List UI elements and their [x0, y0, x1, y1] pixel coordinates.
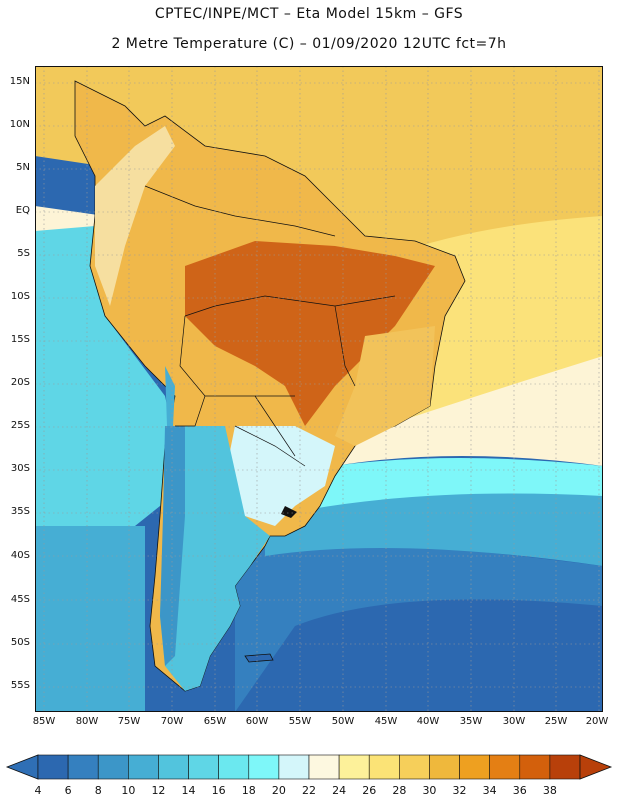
lake-titicaca [281, 506, 297, 518]
lon-label: 30W [502, 716, 526, 727]
lon-label: 55W [288, 716, 312, 727]
lon-label: 75W [117, 716, 141, 727]
lat-label: EQ [15, 205, 30, 216]
land-brazil-east [335, 326, 435, 446]
colorbar-cell [519, 754, 551, 780]
lon-label: 50W [331, 716, 355, 727]
land-andes-cold-spine [165, 366, 175, 426]
land-patagonia [160, 426, 270, 691]
lon-label: 25W [544, 716, 568, 727]
lat-label: 40S [10, 550, 30, 561]
colorbar-label: 34 [482, 784, 497, 797]
colorbar-label: 22 [302, 784, 316, 797]
colorbar-cell [459, 754, 490, 780]
colorbar-cell [489, 754, 521, 780]
map-subtitle: 2 Metre Temperature (C) – 01/09/2020 12U… [111, 36, 507, 52]
colorbar-label: 16 [211, 784, 226, 797]
colorbar-high-arrow [579, 754, 613, 780]
country-borders [144, 185, 396, 467]
colorbar-label: 28 [392, 784, 407, 797]
colorbar-cell [128, 754, 159, 780]
falkland-islands [244, 653, 274, 663]
colorbar-label: 26 [362, 784, 377, 797]
map-title: CPTEC/INPE/MCT – Eta Model 15km – GFS [154, 6, 464, 22]
land-andes-north [95, 126, 175, 306]
lat-label: 35S [10, 506, 30, 517]
ocean-north-atlantic-warm [35, 66, 603, 266]
lon-label: 35W [459, 716, 483, 727]
colorbar-cell [549, 754, 581, 780]
colorbar-label: 30 [422, 784, 437, 797]
lat-label: 50S [10, 637, 30, 648]
colorbar-cell [218, 754, 250, 780]
colorbar-label: 6 [64, 784, 72, 797]
colorbar-cell [308, 754, 340, 780]
lat-label: 15N [9, 76, 30, 87]
colorbar-label: 10 [121, 784, 136, 797]
map-canvas[interactable] [35, 66, 603, 712]
colorbar-label: 32 [452, 784, 467, 797]
colorbar-label: 18 [241, 784, 256, 797]
colorbar-label: 20 [271, 784, 286, 797]
lat-label: 45S [10, 594, 30, 605]
lon-label: 45W [374, 716, 398, 727]
colorbar-cell [248, 754, 280, 780]
lat-label: 5S [17, 248, 30, 259]
lat-label: 10S [10, 291, 30, 302]
lat-label: 30S [10, 463, 30, 474]
lon-label: 80W [75, 716, 99, 727]
colorbar-cell [188, 754, 219, 780]
colorbar-low-arrow [5, 754, 39, 780]
colorbar-label: 24 [332, 784, 347, 797]
colorbar-cell [37, 754, 69, 780]
lon-label: 20W [585, 716, 609, 727]
lon-label: 65W [203, 716, 227, 727]
lon-label: 40W [416, 716, 440, 727]
lon-label: 60W [245, 716, 269, 727]
ocean-pacific-mid [35, 526, 145, 712]
colorbar-cell [158, 754, 189, 780]
lon-label: 85W [32, 716, 56, 727]
colorbar-cell [278, 754, 310, 780]
lat-label: 20S [10, 377, 30, 388]
colorbar-cell [338, 754, 370, 780]
colorbar-cell [67, 754, 99, 780]
ocean-pacific-north [35, 216, 185, 526]
lat-label: 5N [16, 162, 30, 173]
colorbar [5, 754, 613, 780]
land-andes-south [160, 426, 185, 666]
colorbar-label: 14 [181, 784, 196, 797]
ocean-south-atlantic-mid-band [265, 486, 603, 566]
colorbar-label: 8 [94, 784, 102, 797]
colorbar-cell [399, 754, 430, 780]
graticule [35, 66, 603, 712]
colorbar-cell [368, 754, 400, 780]
ocean-south-atlantic-cold [235, 536, 603, 712]
lon-label: 70W [160, 716, 184, 727]
colorbar-label: 36 [512, 784, 527, 797]
map-border [35, 66, 603, 712]
ocean-south-atlantic-mid [275, 458, 603, 516]
colorbar-label: 12 [151, 784, 166, 797]
land-pampas [225, 426, 335, 526]
lat-label: 10N [9, 119, 30, 130]
lat-label: 55S [10, 680, 30, 691]
colorbar-label: 4 [34, 784, 42, 797]
lat-label: 25S [10, 420, 30, 431]
colorbar-label: 38 [542, 784, 557, 797]
colorbar-cell [429, 754, 460, 780]
colorbar-cell [97, 754, 129, 780]
ocean-pacific-warm-strip [35, 206, 105, 231]
land-hot-core [185, 241, 435, 426]
lat-label: 15S [10, 334, 30, 345]
